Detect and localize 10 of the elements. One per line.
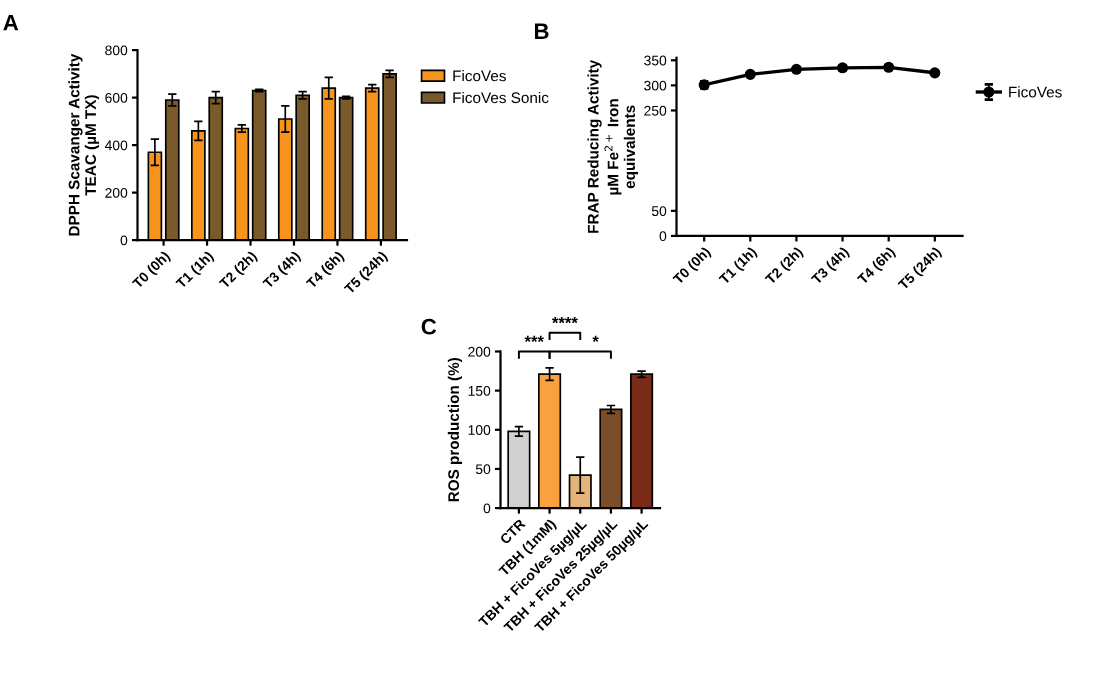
text: * (592, 335, 599, 342)
point (929, 67, 941, 79)
chart-title: C (421, 318, 437, 335)
chart-title: B (534, 23, 549, 39)
point (837, 62, 849, 74)
point (744, 68, 756, 80)
text: **** (551, 316, 578, 324)
text: *** (524, 335, 544, 342)
point (790, 63, 802, 75)
chart-title: A (3, 15, 19, 31)
